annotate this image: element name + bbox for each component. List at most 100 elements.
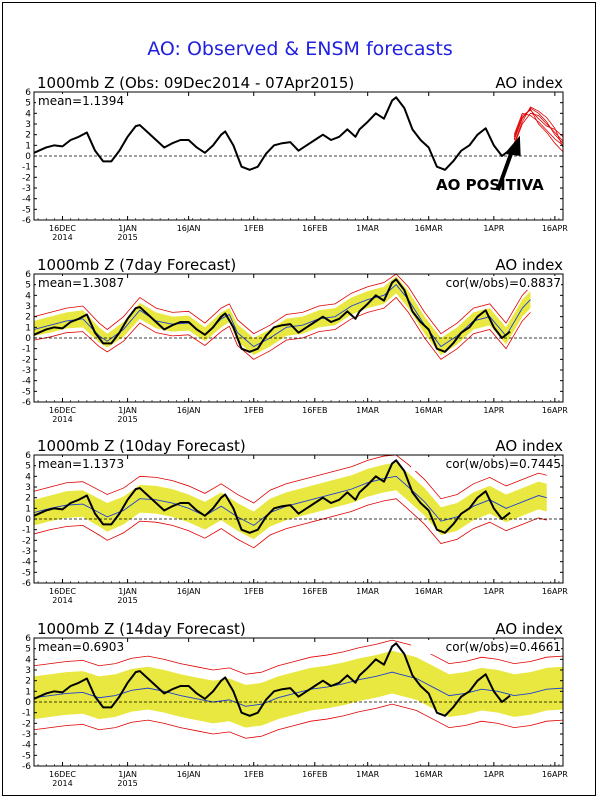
y-tick-label: 2 bbox=[25, 131, 31, 141]
panel-header-left: 1000mb Z (Obs: 09Dec2014 - 07Apr2015) bbox=[37, 74, 354, 92]
y-tick-label: -4 bbox=[22, 741, 31, 751]
x-tick-label: 16MAR bbox=[415, 770, 444, 779]
x-tick-sublabel: 2014 bbox=[52, 233, 72, 242]
y-tick-label: -1 bbox=[22, 709, 31, 719]
y-tick-label: -6 bbox=[22, 398, 31, 408]
cor-label-bg bbox=[411, 640, 561, 654]
y-tick-label: -5 bbox=[22, 387, 31, 397]
x-tick-label: 16MAR bbox=[415, 224, 444, 233]
y-tick-label: 4 bbox=[25, 655, 31, 665]
x-tick-sublabel: 2015 bbox=[117, 779, 137, 788]
y-tick-label: 2 bbox=[25, 313, 31, 323]
y-tick-label: 0 bbox=[25, 515, 31, 525]
y-tick-label: 5 bbox=[25, 462, 31, 472]
x-tick-sublabel: 2015 bbox=[117, 596, 137, 605]
y-tick-label: 0 bbox=[25, 698, 31, 708]
y-tick-label: -2 bbox=[22, 719, 31, 729]
x-tick-label: 1JAN bbox=[118, 406, 137, 415]
y-tick-label: 4 bbox=[25, 472, 31, 482]
stat-label: mean=1.1373 bbox=[38, 457, 124, 471]
lower-bound-line bbox=[33, 498, 547, 549]
stat-label-bg bbox=[36, 94, 112, 108]
y-tick-label: -4 bbox=[22, 195, 31, 205]
upper-bound-line bbox=[33, 454, 547, 504]
stat-label-bg bbox=[36, 640, 112, 654]
x-tick-label: 16JAN bbox=[177, 406, 201, 415]
x-tick-label: 1FEB bbox=[244, 224, 264, 233]
y-tick-label: 0 bbox=[25, 152, 31, 162]
x-tick-label: 16APR bbox=[542, 770, 568, 779]
observed-line bbox=[33, 459, 511, 534]
x-tick-label: 16DEC bbox=[49, 224, 76, 233]
upper-bound-line bbox=[33, 273, 531, 335]
lower-bound-line bbox=[33, 703, 564, 739]
y-tick-label: -5 bbox=[22, 751, 31, 761]
x-tick-label: 16FEB bbox=[302, 406, 327, 415]
chart-panel-1: 1000mb Z (7day Forecast) AO index6543210-… bbox=[22, 256, 568, 424]
x-tick-label: 16MAR bbox=[415, 406, 444, 415]
observed-line bbox=[33, 96, 511, 171]
cor-label: cor(w/obs)=0.7445 bbox=[446, 457, 561, 471]
ensemble-mean-line bbox=[33, 671, 564, 707]
x-tick-sublabel: 2014 bbox=[52, 779, 72, 788]
x-tick-label: 1FEB bbox=[244, 770, 264, 779]
panel-header-right: AO index bbox=[495, 74, 563, 92]
y-tick-label: -4 bbox=[22, 377, 31, 387]
y-tick-label: 5 bbox=[25, 645, 31, 655]
x-tick-label: 1JAN bbox=[118, 770, 137, 779]
x-tick-label: 1APR bbox=[483, 587, 504, 596]
y-tick-label: -5 bbox=[22, 205, 31, 215]
stat-label-bg bbox=[36, 457, 112, 471]
x-tick-label: 16DEC bbox=[49, 406, 76, 415]
x-tick-label: 16FEB bbox=[302, 770, 327, 779]
x-tick-label: 1JAN bbox=[118, 587, 137, 596]
ensemble-member-4 bbox=[513, 112, 564, 146]
chart-panel-3: 1000mb Z (14day Forecast) AO index 6543210… bbox=[22, 620, 568, 788]
x-tick-label: 16APR bbox=[542, 224, 568, 233]
upper-bound-line bbox=[33, 639, 564, 675]
ensemble-member-5 bbox=[513, 108, 564, 153]
stat-label: mean=1.3087 bbox=[38, 276, 124, 290]
ensemble-member-3 bbox=[513, 112, 564, 146]
x-tick-label: 1JAN bbox=[118, 224, 137, 233]
y-tick-label: 6 bbox=[25, 634, 31, 644]
y-tick-label: -6 bbox=[22, 762, 31, 772]
y-tick-label: -1 bbox=[22, 163, 31, 173]
x-tick-label: 1APR bbox=[483, 406, 504, 415]
y-tick-label: -3 bbox=[22, 184, 31, 194]
observed-line bbox=[33, 642, 511, 717]
x-tick-label: 1APR bbox=[483, 770, 504, 779]
chart-panel-0: 1000mb Z (Obs: 09Dec2014 - 07Apr2015) AO … bbox=[22, 74, 568, 242]
panel-header-left: 1000mb Z (14day Forecast) bbox=[37, 620, 246, 638]
x-tick-label: 1FEB bbox=[244, 587, 264, 596]
spread-band bbox=[34, 462, 547, 540]
main-title: AO: Observed & ENSM forecasts bbox=[147, 38, 453, 60]
y-tick-label: 1 bbox=[25, 141, 31, 151]
y-tick-label: 3 bbox=[25, 666, 31, 676]
y-tick-label: -2 bbox=[22, 536, 31, 546]
y-tick-label: -3 bbox=[22, 366, 31, 376]
y-tick-label: 0 bbox=[25, 334, 31, 344]
y-tick-label: -3 bbox=[22, 547, 31, 557]
cor-label-bg bbox=[411, 276, 561, 290]
cor-label: cor(w/obs)=0.4661 bbox=[446, 640, 561, 654]
annotation-arrow-head bbox=[504, 135, 521, 156]
stat-label: mean=0.6903 bbox=[38, 640, 124, 654]
y-tick-label: 4 bbox=[25, 291, 31, 301]
stat-label-bg bbox=[36, 276, 112, 290]
panel-header-left: 1000mb Z (7day Forecast) bbox=[37, 256, 236, 274]
y-tick-label: -2 bbox=[22, 355, 31, 365]
y-tick-label: -4 bbox=[22, 558, 31, 568]
ensemble-member-1 bbox=[513, 109, 564, 138]
x-tick-label: 1MAR bbox=[356, 224, 379, 233]
y-tick-label: -3 bbox=[22, 730, 31, 740]
y-tick-label: -1 bbox=[22, 345, 31, 355]
y-tick-label: 4 bbox=[25, 109, 31, 119]
panel-header-right: AO index bbox=[495, 437, 563, 455]
y-tick-label: 1 bbox=[25, 504, 31, 514]
x-tick-sublabel: 2014 bbox=[52, 596, 72, 605]
x-tick-sublabel: 2015 bbox=[117, 233, 137, 242]
x-tick-label: 16DEC bbox=[49, 587, 76, 596]
x-tick-label: 1MAR bbox=[356, 770, 379, 779]
x-tick-label: 16FEB bbox=[302, 587, 327, 596]
